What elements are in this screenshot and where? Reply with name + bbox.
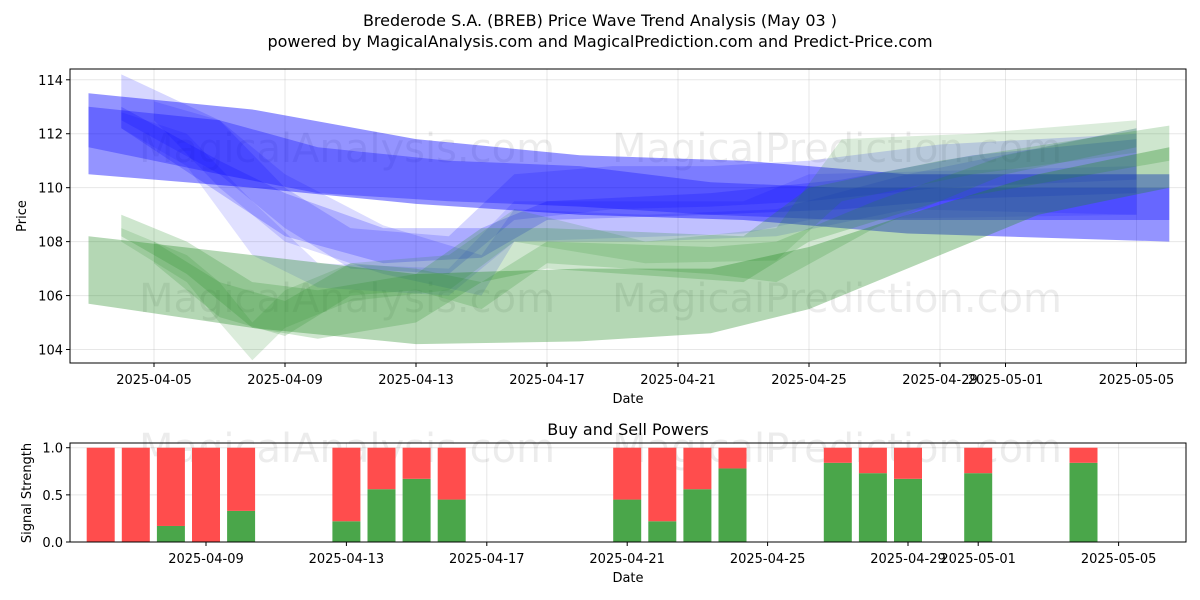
signal-y-tick-label: 0.0 <box>42 536 63 551</box>
sell-power-bar <box>718 447 747 469</box>
watermark-top-left-2: MagicalAnalysis.com <box>139 276 555 322</box>
buy-power-bar <box>858 473 887 542</box>
price-y-tick-label: 106 <box>38 290 63 305</box>
price-y-tick-label: 112 <box>38 128 63 143</box>
price-x-tick-label: 2025-05-01 <box>968 373 1044 388</box>
price-y-tick-label: 110 <box>38 182 63 197</box>
price-y-tick-label: 114 <box>38 74 63 89</box>
signal-x-tick-label: 2025-04-17 <box>449 552 525 567</box>
signal-x-tick-label: 2025-04-29 <box>870 552 946 567</box>
sell-power-bar <box>402 447 431 479</box>
price-x-tick-label: 2025-04-05 <box>116 373 192 388</box>
sell-power-bar <box>1069 447 1098 463</box>
price-y-axis-label: Price <box>15 200 30 232</box>
sell-power-bar <box>367 447 396 490</box>
price-plot-area <box>70 69 1186 363</box>
sell-power-bar <box>613 447 642 500</box>
sell-power-bar <box>86 447 115 542</box>
price-wave-panel: MagicalAnalysis.com MagicalPrediction.co… <box>15 68 1187 407</box>
signal-y-axis-label: Signal Strength <box>20 443 35 543</box>
green-wave-band-10 <box>154 128 1137 336</box>
sell-power-bar <box>894 447 922 479</box>
price-y-tick-label: 104 <box>38 344 63 359</box>
sell-power-bar <box>121 447 150 542</box>
sell-power-bar <box>156 447 185 526</box>
green-wave-band-8 <box>121 125 1170 339</box>
price-x-axis-label: Date <box>612 392 643 407</box>
buy-power-bar <box>613 499 642 542</box>
signal-x-tick-label: 2025-04-25 <box>730 552 806 567</box>
price-x-tick-label: 2025-04-21 <box>640 373 716 388</box>
blue-wave-band-4 <box>121 106 1137 264</box>
sell-power-bar <box>332 447 361 522</box>
buy-sell-title: Buy and Sell Powers <box>547 420 709 439</box>
price-x-tick-label: 2025-04-09 <box>247 373 323 388</box>
signal-x-tick-label: 2025-05-01 <box>940 552 1016 567</box>
buy-power-bar <box>718 468 747 542</box>
signal-y-tick-label: 0.5 <box>42 489 63 504</box>
blue-wave-band-6 <box>121 112 1137 296</box>
chart-title-line2: powered by MagicalAnalysis.com and Magic… <box>267 32 932 51</box>
buy-power-bar <box>648 521 677 542</box>
signal-x-tick-label: 2025-04-21 <box>589 552 665 567</box>
buy-power-bar <box>332 521 361 542</box>
buy-power-bar <box>1069 462 1098 542</box>
blue-wave-band-1 <box>88 93 1170 242</box>
watermark-top-right-1: MagicalPrediction.com <box>612 126 1062 172</box>
chart-title-line1: Brederode S.A. (BREB) Price Wave Trend A… <box>363 11 837 30</box>
buy-power-bar <box>683 489 712 542</box>
blue-wave-band-5 <box>154 101 1137 296</box>
signal-x-tick-label: 2025-05-05 <box>1081 552 1157 567</box>
buy-sell-panel: Buy and Sell Powers MagicalAnalysis.com … <box>20 420 1187 586</box>
price-x-tick-label: 2025-04-29 <box>902 373 978 388</box>
signal-plot-frame <box>69 442 1187 543</box>
sell-power-bar <box>858 447 887 474</box>
buy-power-bar <box>367 489 396 542</box>
sell-power-bar <box>437 447 466 500</box>
buy-power-bar <box>437 499 466 542</box>
sell-power-bar <box>823 447 852 463</box>
sell-power-bar <box>964 447 993 474</box>
buy-power-bar <box>894 478 922 542</box>
green-wave-band-7 <box>88 147 1170 345</box>
sell-power-bar <box>648 447 677 522</box>
buy-power-bar <box>823 462 852 542</box>
blue-wave-band-2 <box>88 106 1170 220</box>
watermark-top-left-1: MagicalAnalysis.com <box>139 126 555 172</box>
buy-power-bar <box>156 525 185 542</box>
price-x-tick-label: 2025-05-05 <box>1099 373 1175 388</box>
buy-power-bar <box>227 510 256 542</box>
signal-y-tick-label: 1.0 <box>42 442 63 457</box>
price-x-tick-label: 2025-04-13 <box>378 373 454 388</box>
price-plot-frame <box>69 68 1187 364</box>
watermark-top-right-2: MagicalPrediction.com <box>612 276 1062 322</box>
sell-power-bar <box>683 447 712 490</box>
price-y-tick-label: 108 <box>38 236 63 251</box>
signal-x-tick-label: 2025-04-13 <box>309 552 385 567</box>
buy-power-bar <box>402 478 431 542</box>
green-wave-band-9 <box>121 120 1137 361</box>
buy-power-bar <box>964 473 993 542</box>
blue-wave-band-3 <box>121 74 1137 275</box>
price-x-tick-label: 2025-04-25 <box>771 373 847 388</box>
signal-x-tick-label: 2025-04-09 <box>168 552 244 567</box>
price-x-tick-label: 2025-04-17 <box>509 373 585 388</box>
sell-power-bar <box>227 447 256 511</box>
sell-power-bar <box>192 447 220 542</box>
signal-x-axis-label: Date <box>612 571 643 586</box>
